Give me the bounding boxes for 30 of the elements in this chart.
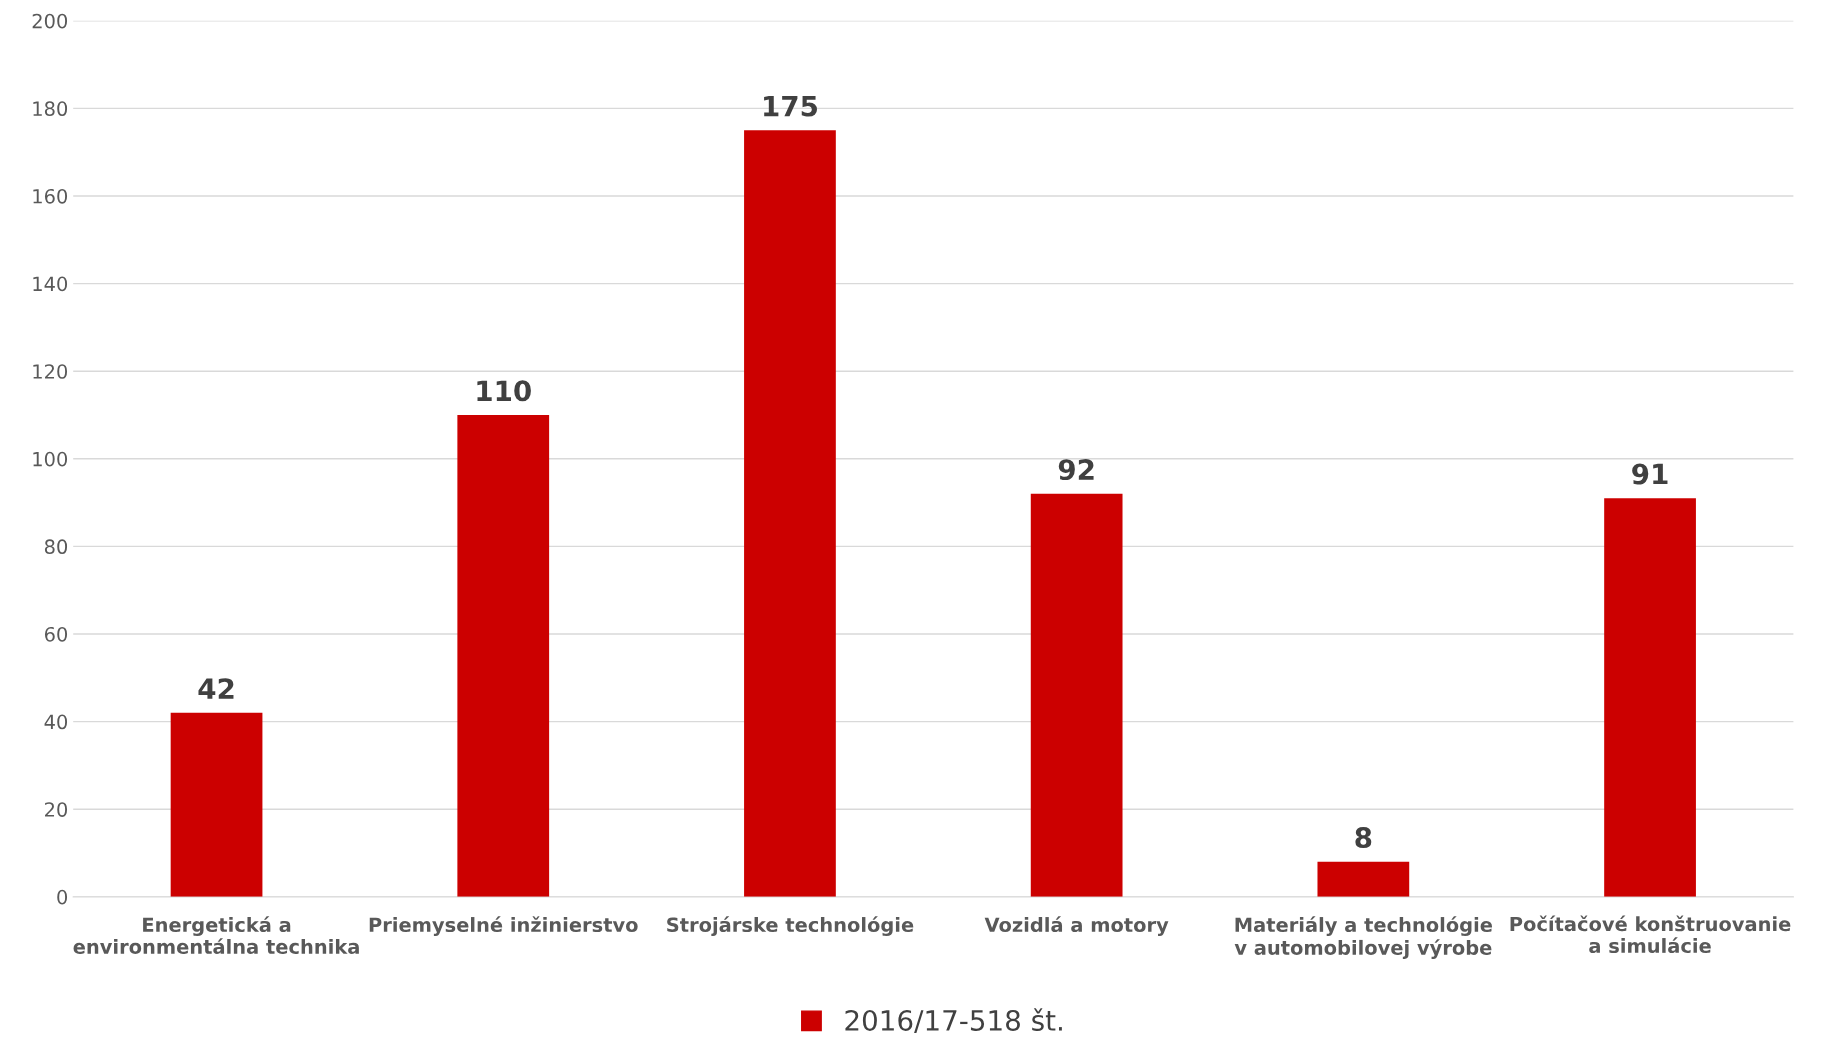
bar [744, 130, 836, 897]
y-tick-label: 100 [33, 451, 68, 467]
x-tick-label: Strojárske technológie [667, 916, 914, 937]
y-tick-label: 40 [44, 714, 68, 730]
y-tick-label: 80 [44, 539, 68, 555]
legend-label: 2016/17-518 št. [845, 1008, 1062, 1034]
x-tick-label: Materiály a technológie v automobilovej výrobe [1234, 916, 1492, 959]
data-label: 42 [198, 678, 234, 699]
y-tick-label: 140 [33, 276, 68, 292]
bar [1604, 498, 1696, 897]
y-tick-label: 160 [33, 188, 68, 204]
bar [1317, 861, 1410, 897]
x-tick-label: Energetická a environmentálna technika [73, 916, 359, 955]
y-tick-label: 20 [45, 802, 68, 817]
bar [457, 414, 550, 897]
y-tick-label: 200 [32, 13, 68, 29]
y-tick-label: 60 [44, 626, 68, 642]
data-label: 110 [477, 380, 531, 402]
data-label: 8 [1355, 827, 1372, 849]
x-tick-label: Priemyselné inžinierstvo [369, 916, 638, 937]
data-label: 175 [764, 95, 817, 117]
bar [170, 712, 263, 897]
y-tick-label: 120 [33, 364, 68, 379]
bar [1030, 493, 1123, 897]
x-tick-label: Počítačové konštruovanie a simulácie [1510, 915, 1791, 954]
x-tick-label: Vozidlá a motory [984, 916, 1169, 937]
data-label: 92 [1058, 459, 1094, 481]
data-label: 91 [1632, 463, 1668, 485]
y-tick-label: 180 [33, 101, 68, 117]
y-tick-label: 0 [57, 889, 68, 905]
